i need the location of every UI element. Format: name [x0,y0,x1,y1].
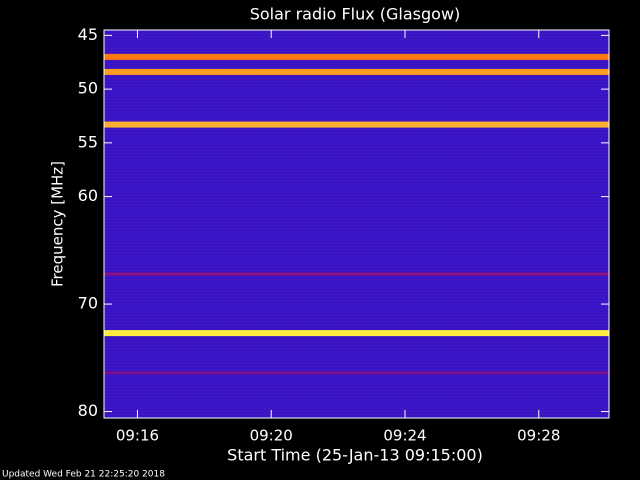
band [104,121,609,128]
y-axis-label: Frequency [MHz] [49,161,67,287]
y-tick-label: 55 [78,132,98,151]
band [104,68,609,75]
y-tick-label: 70 [78,294,98,313]
band [104,53,609,60]
x-tick-label: 09:28 [517,427,560,445]
band [104,272,609,276]
y-tick-label: 45 [78,25,98,44]
y-tick-label: 60 [78,186,98,205]
band [104,330,609,337]
x-tick-label: 09:20 [250,427,293,445]
x-tick-label: 09:24 [383,427,426,445]
x-tick-label: 09:16 [116,427,159,445]
x-axis-label: Start Time (25-Jan-13 09:15:00) [227,446,483,465]
plot-frame [103,29,610,419]
y-tick-label: 80 [78,401,98,420]
footer: Updated Wed Feb 21 22:25:20 2018 [2,470,165,480]
chart-title: Solar radio Flux (Glasgow) [250,5,461,24]
y-tick-label: 50 [78,79,98,98]
band [104,371,609,375]
plot-texture [104,30,609,418]
